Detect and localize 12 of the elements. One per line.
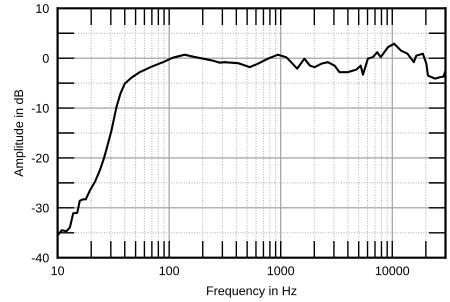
x-tick-label: 10000 bbox=[376, 266, 410, 276]
y-tick-label: -40 bbox=[32, 253, 49, 262]
x-axis-title: Frequency in Hz bbox=[207, 286, 296, 298]
x-tick-label: 10 bbox=[52, 266, 64, 276]
y-tick-label: -10 bbox=[32, 104, 49, 113]
y-tick-label: 0 bbox=[42, 54, 49, 63]
x-tick-label: 1000 bbox=[268, 266, 294, 276]
y-tick-label: -20 bbox=[32, 154, 49, 163]
y-tick-label: 10 bbox=[36, 4, 49, 13]
y-tick-label: -30 bbox=[32, 204, 49, 212]
x-tick-label: 100 bbox=[160, 266, 180, 276]
y-axis-title: Amplitude in dB bbox=[14, 90, 26, 177]
